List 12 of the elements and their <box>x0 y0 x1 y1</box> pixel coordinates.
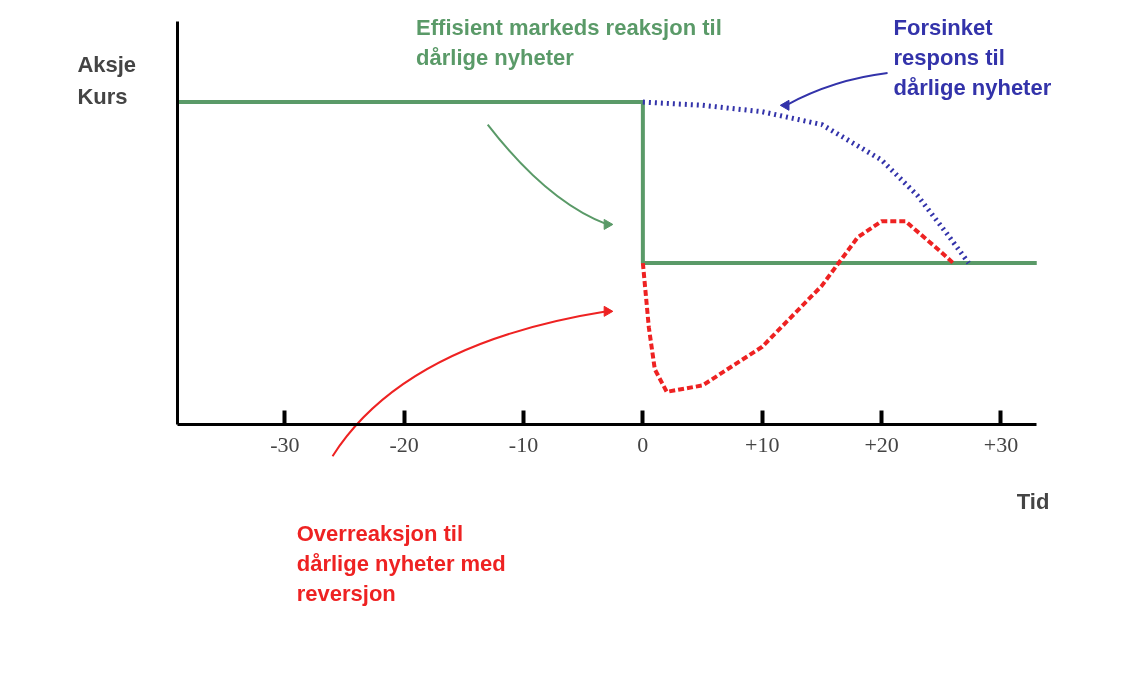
y-axis-title: Aksje Kurs <box>77 51 137 109</box>
x-tick-label: -10 <box>508 432 539 458</box>
x-axis-title: Tid <box>1016 489 1050 515</box>
text: Forsinket respons til dårlige nyheter <box>893 15 1052 101</box>
x-tick-label: 0 <box>637 432 649 458</box>
x-tick-label: +30 <box>983 432 1019 458</box>
series-label: Effisient markeds reaksjon til dårlige nyheter <box>416 15 722 71</box>
text: Overreaksjon til dårlige nyheter med reversjon <box>296 520 506 606</box>
x-tick-label: -20 <box>389 432 419 458</box>
x-tick-label: -30 <box>270 432 300 458</box>
x-tick-label: +10 <box>745 432 780 458</box>
x-tick-label: +20 <box>864 432 899 458</box>
